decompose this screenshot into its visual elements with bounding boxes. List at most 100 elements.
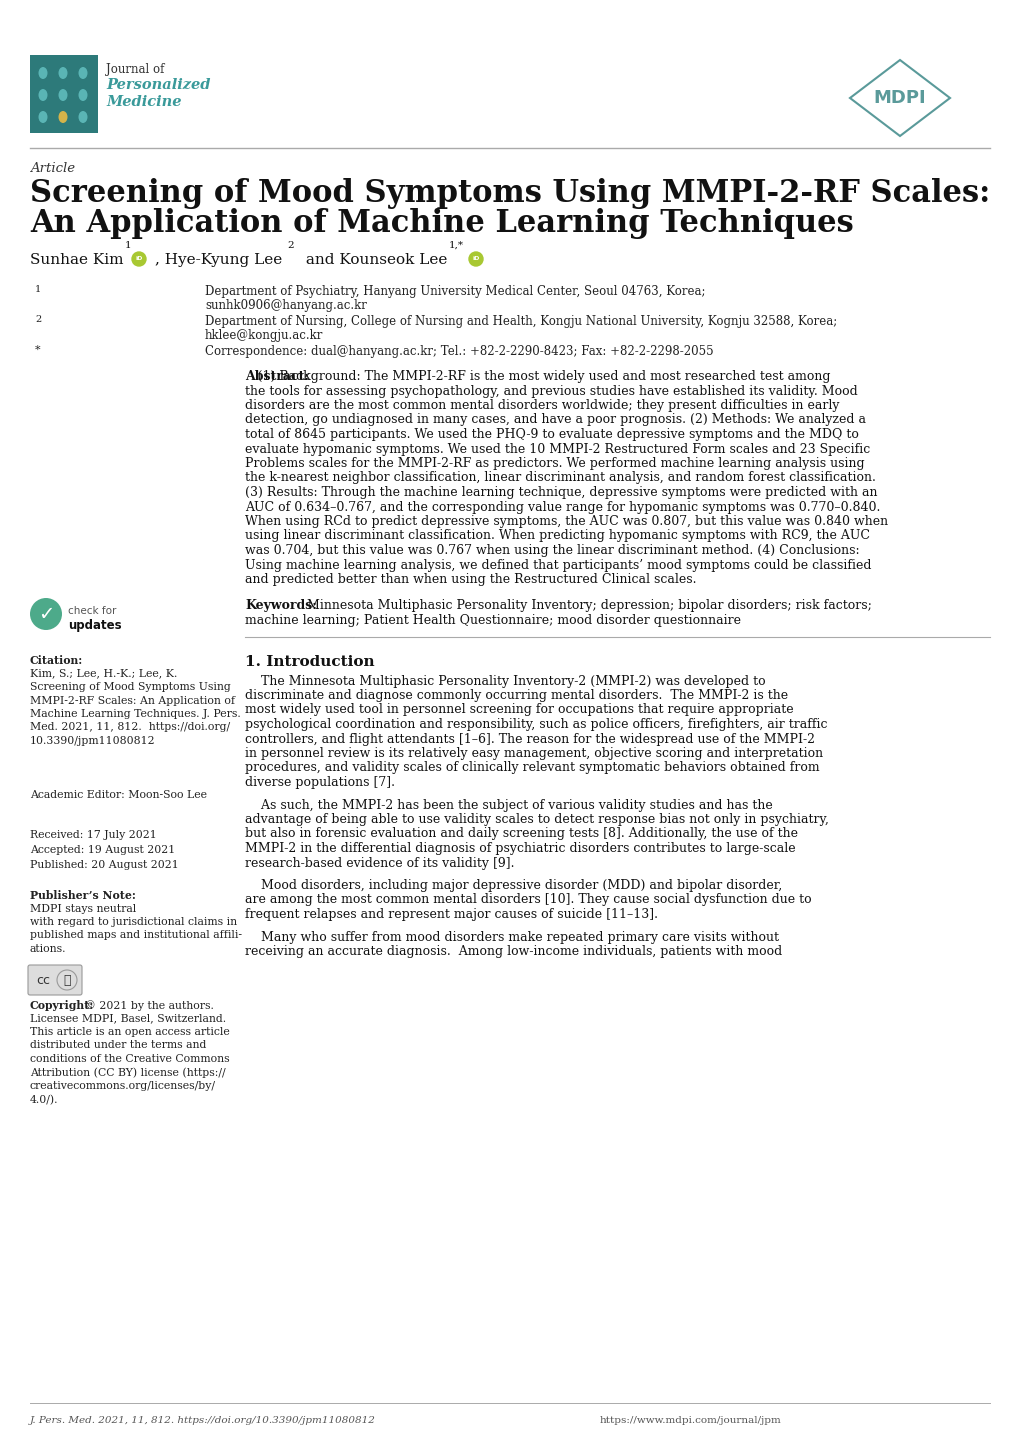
Text: detection, go undiagnosed in many cases, and have a poor prognosis. (2) Methods:: detection, go undiagnosed in many cases,…: [245, 414, 865, 427]
Text: published maps and institutional affili-: published maps and institutional affili-: [30, 930, 242, 940]
Text: and predicted better than when using the Restructured Clinical scales.: and predicted better than when using the…: [245, 572, 696, 585]
Text: 1. Introduction: 1. Introduction: [245, 655, 374, 669]
Text: The Minnesota Multiphasic Personality Inventory-2 (MMPI-2) was developed to: The Minnesota Multiphasic Personality In…: [245, 675, 765, 688]
Text: (3) Results: Through the machine learning technique, depressive symptoms were pr: (3) Results: Through the machine learnin…: [245, 486, 876, 499]
Text: Abstract:: Abstract:: [245, 371, 309, 384]
Text: hklee@kongju.ac.kr: hklee@kongju.ac.kr: [205, 329, 323, 342]
Text: Mood disorders, including major depressive disorder (MDD) and bipolar disorder,: Mood disorders, including major depressi…: [245, 880, 782, 893]
Text: Journal of: Journal of: [106, 63, 164, 76]
Text: total of 8645 participants. We used the PHQ-9 to evaluate depressive symptoms an: total of 8645 participants. We used the …: [245, 428, 858, 441]
Text: are among the most common mental disorders [10]. They cause social dysfunction d: are among the most common mental disorde…: [245, 894, 811, 907]
Text: 1,*: 1,*: [448, 241, 464, 249]
Text: with regard to jurisdictional claims in: with regard to jurisdictional claims in: [30, 917, 236, 927]
Text: and Kounseok Lee: and Kounseok Lee: [301, 252, 447, 267]
Text: Many who suffer from mood disorders make repeated primary care visits without: Many who suffer from mood disorders make…: [245, 930, 779, 943]
Text: J. Pers. Med. 2021, 11, 812. https://doi.org/10.3390/jpm11080812: J. Pers. Med. 2021, 11, 812. https://doi…: [30, 1416, 376, 1425]
Text: Citation:: Citation:: [30, 655, 84, 666]
Text: but also in forensic evaluation and daily screening tests [8]. Additionally, the: but also in forensic evaluation and dail…: [245, 828, 797, 841]
Text: Article: Article: [30, 162, 75, 174]
Text: procedures, and validity scales of clinically relevant symptomatic behaviors obt: procedures, and validity scales of clini…: [245, 761, 819, 774]
Text: (1) Background: The MMPI-2-RF is the most widely used and most researched test a: (1) Background: The MMPI-2-RF is the mos…: [245, 371, 829, 384]
Text: MMPI-2-RF Scales: An Application of: MMPI-2-RF Scales: An Application of: [30, 695, 234, 705]
Text: updates: updates: [68, 619, 121, 632]
Circle shape: [469, 252, 483, 265]
Ellipse shape: [58, 111, 67, 123]
Text: ations.: ations.: [30, 945, 66, 955]
Text: distributed under the terms and: distributed under the terms and: [30, 1041, 206, 1051]
Text: disorders are the most common mental disorders worldwide; they present difficult: disorders are the most common mental dis…: [245, 399, 839, 412]
Text: As such, the MMPI-2 has been the subject of various validity studies and has the: As such, the MMPI-2 has been the subject…: [245, 799, 772, 812]
Text: Medicine: Medicine: [106, 95, 181, 110]
Text: receiving an accurate diagnosis.  Among low-income individuals, patients with mo: receiving an accurate diagnosis. Among l…: [245, 945, 782, 957]
Text: An Application of Machine Learning Techniques: An Application of Machine Learning Techn…: [30, 208, 853, 239]
Text: cc: cc: [36, 973, 50, 986]
Text: iD: iD: [136, 257, 143, 261]
Text: most widely used tool in personnel screening for occupations that require approp: most widely used tool in personnel scree…: [245, 704, 793, 717]
Text: Attribution (CC BY) license (https://: Attribution (CC BY) license (https://: [30, 1067, 225, 1079]
Text: psychological coordination and responsibility, such as police officers, firefigh: psychological coordination and responsib…: [245, 718, 826, 731]
Text: Machine Learning Techniques. J. Pers.: Machine Learning Techniques. J. Pers.: [30, 709, 240, 720]
Text: Using machine learning analysis, we defined that participants’ mood symptoms cou: Using machine learning analysis, we defi…: [245, 558, 870, 571]
Text: Department of Nursing, College of Nursing and Health, Kongju National University: Department of Nursing, College of Nursin…: [205, 314, 837, 327]
Text: Received: 17 July 2021: Received: 17 July 2021: [30, 831, 157, 841]
Text: Screening of Mood Symptoms Using: Screening of Mood Symptoms Using: [30, 682, 230, 692]
Text: 2: 2: [35, 314, 41, 324]
Ellipse shape: [39, 66, 48, 79]
Text: Academic Editor: Moon-Soo Lee: Academic Editor: Moon-Soo Lee: [30, 790, 207, 800]
FancyBboxPatch shape: [28, 965, 82, 995]
Text: , Hye-Kyung Lee: , Hye-Kyung Lee: [155, 252, 282, 267]
Text: Ⓘ: Ⓘ: [63, 973, 70, 986]
Ellipse shape: [39, 111, 48, 123]
Text: creativecommons.org/licenses/by/: creativecommons.org/licenses/by/: [30, 1082, 216, 1092]
Ellipse shape: [58, 89, 67, 101]
Text: Published: 20 August 2021: Published: 20 August 2021: [30, 859, 178, 870]
Text: was 0.704, but this value was 0.767 when using the linear discriminant method. (: was 0.704, but this value was 0.767 when…: [245, 544, 859, 557]
Text: MDPI stays neutral: MDPI stays neutral: [30, 904, 137, 913]
Text: Problems scales for the MMPI-2-RF as predictors. We performed machine learning a: Problems scales for the MMPI-2-RF as pre…: [245, 457, 864, 470]
Text: research-based evidence of its validity [9].: research-based evidence of its validity …: [245, 857, 514, 870]
Text: machine learning; Patient Health Questionnaire; mood disorder questionnaire: machine learning; Patient Health Questio…: [245, 614, 740, 627]
Text: Accepted: 19 August 2021: Accepted: 19 August 2021: [30, 845, 175, 855]
Text: Kim, S.; Lee, H.-K.; Lee, K.: Kim, S.; Lee, H.-K.; Lee, K.: [30, 669, 177, 679]
Ellipse shape: [58, 66, 67, 79]
Text: Screening of Mood Symptoms Using MMPI-2-RF Scales:: Screening of Mood Symptoms Using MMPI-2-…: [30, 177, 989, 209]
Text: 4.0/).: 4.0/).: [30, 1094, 58, 1105]
Text: conditions of the Creative Commons: conditions of the Creative Commons: [30, 1054, 229, 1064]
Text: frequent relapses and represent major causes of suicide [11–13].: frequent relapses and represent major ca…: [245, 908, 657, 921]
Circle shape: [57, 970, 76, 991]
Text: Sunhae Kim: Sunhae Kim: [30, 252, 123, 267]
Text: https://www.mdpi.com/journal/jpm: https://www.mdpi.com/journal/jpm: [599, 1416, 781, 1425]
Text: the tools for assessing psychopathology, and previous studies have established i: the tools for assessing psychopathology,…: [245, 385, 857, 398]
Ellipse shape: [78, 111, 88, 123]
Text: diverse populations [7].: diverse populations [7].: [245, 776, 394, 789]
Text: Keywords:: Keywords:: [245, 600, 317, 613]
Circle shape: [30, 598, 62, 630]
Text: AUC of 0.634–0.767, and the corresponding value range for hypomanic symptoms was: AUC of 0.634–0.767, and the correspondin…: [245, 500, 879, 513]
Text: using linear discriminant classification. When predicting hypomanic symptoms wit: using linear discriminant classification…: [245, 529, 869, 542]
Text: iD: iD: [472, 257, 479, 261]
Circle shape: [131, 252, 146, 265]
Text: Department of Psychiatry, Hanyang University Medical Center, Seoul 04763, Korea;: Department of Psychiatry, Hanyang Univer…: [205, 286, 705, 298]
Text: 2: 2: [286, 241, 293, 249]
Ellipse shape: [39, 89, 48, 101]
Text: sunhk0906@hanyang.ac.kr: sunhk0906@hanyang.ac.kr: [205, 298, 367, 311]
Text: This article is an open access article: This article is an open access article: [30, 1027, 229, 1037]
Text: When using RCd to predict depressive symptoms, the AUC was 0.807, but this value: When using RCd to predict depressive sym…: [245, 515, 888, 528]
Text: MMPI-2 in the differential diagnosis of psychiatric disorders contributes to lar: MMPI-2 in the differential diagnosis of …: [245, 842, 795, 855]
Text: 10.3390/jpm11080812: 10.3390/jpm11080812: [30, 735, 156, 746]
Text: Med. 2021, 11, 812.  https://doi.org/: Med. 2021, 11, 812. https://doi.org/: [30, 722, 230, 733]
Text: check for: check for: [68, 606, 116, 616]
Text: 1: 1: [35, 286, 41, 294]
FancyBboxPatch shape: [30, 55, 98, 133]
Ellipse shape: [78, 89, 88, 101]
Text: MDPI: MDPI: [873, 89, 925, 107]
Text: controllers, and flight attendants [1–6]. The reason for the widespread use of t: controllers, and flight attendants [1–6]…: [245, 733, 814, 746]
Text: Copyright:: Copyright:: [30, 999, 94, 1011]
Text: 1: 1: [125, 241, 131, 249]
Text: evaluate hypomanic symptoms. We used the 10 MMPI-2 Restructured Form scales and : evaluate hypomanic symptoms. We used the…: [245, 443, 869, 456]
Text: Personalized: Personalized: [106, 78, 210, 92]
Text: advantage of being able to use validity scales to detect response bias not only : advantage of being able to use validity …: [245, 813, 828, 826]
Text: the k-nearest neighbor classification, linear discriminant analysis, and random : the k-nearest neighbor classification, l…: [245, 472, 875, 485]
Text: Minnesota Multiphasic Personality Inventory; depression; bipolar disorders; risk: Minnesota Multiphasic Personality Invent…: [307, 600, 871, 613]
Text: *: *: [35, 345, 41, 355]
